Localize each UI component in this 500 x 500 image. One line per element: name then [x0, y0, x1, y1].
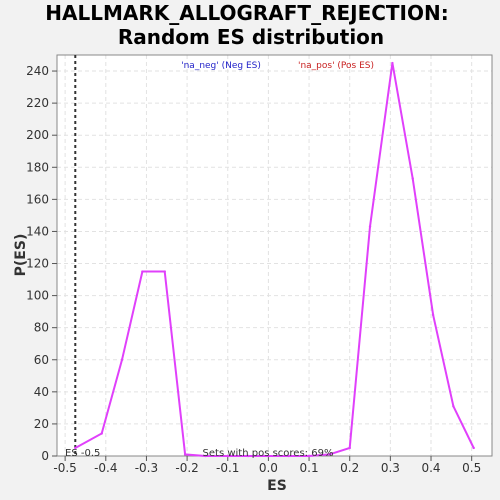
chart-subtitle: Random ES distribution: [118, 25, 384, 49]
y-tick-label: 180: [26, 160, 49, 174]
chart-title: HALLMARK_ALLOGRAFT_REJECTION:: [45, 1, 449, 25]
series-points: [74, 61, 475, 458]
data-point: [226, 454, 229, 458]
data-point: [307, 454, 311, 458]
data-point: [368, 225, 372, 228]
pos-scores-annotation: Sets with pos scores: 69%: [203, 448, 334, 459]
y-tick-label: 40: [34, 385, 49, 399]
data-point: [431, 313, 435, 317]
x-tick-label: 0.2: [340, 461, 359, 475]
data-point: [163, 270, 166, 273]
x-tick-label: -0.5: [53, 461, 76, 475]
data-point: [267, 454, 270, 458]
grid: [57, 55, 492, 457]
x-tick-label: -0.3: [135, 461, 158, 475]
data-point: [100, 432, 103, 435]
data-point: [204, 454, 207, 458]
y-tick-label: 0: [41, 449, 49, 463]
legend-neg: 'na_neg' (Neg ES): [181, 61, 261, 71]
data-point: [120, 358, 124, 361]
plot-area: [57, 55, 492, 456]
y-tick-label: 220: [26, 96, 49, 110]
x-tick-label: -0.4: [94, 461, 117, 475]
x-tick-label: 0.0: [259, 461, 278, 475]
data-point: [348, 446, 351, 450]
data-point: [472, 446, 475, 450]
series-line: [74, 62, 475, 457]
y-tick-label: 160: [26, 192, 49, 206]
y-tick-label: 120: [26, 257, 49, 271]
x-tick-label: 0.3: [381, 461, 400, 475]
data-point: [452, 405, 455, 408]
y-tick-label: 20: [34, 417, 49, 431]
y-tick-label: 80: [34, 321, 49, 335]
x-tick-label: 0.5: [462, 461, 481, 475]
axis-ticks: -0.5 -0.4 -0.3 -0.2 -0.1 0.0 0.1 0.2 0.3 0.4 0.5 0 2…: [26, 64, 481, 475]
data-point: [328, 453, 331, 456]
x-tick-label: 0.4: [421, 461, 440, 475]
y-tick-label: 60: [34, 353, 49, 367]
es-vline-label: ES -0.5: [65, 448, 100, 459]
x-tick-label: -0.2: [175, 461, 198, 475]
y-tick-label: 240: [26, 64, 49, 78]
data-point: [287, 454, 290, 458]
y-axis-label: P(ES): [13, 234, 29, 277]
data-point: [411, 177, 414, 180]
data-point: [246, 454, 250, 458]
data-point: [141, 270, 144, 273]
y-tick-label: 200: [26, 128, 49, 142]
data-point: [183, 453, 187, 456]
y-tick-label: 100: [26, 289, 49, 303]
data-point: [391, 61, 394, 65]
y-tick-label: 140: [26, 224, 49, 238]
x-axis-label: ES: [267, 478, 287, 494]
x-tick-label: 0.1: [300, 461, 319, 475]
x-tick-label: -0.1: [216, 461, 239, 475]
data-point: [74, 446, 77, 450]
legend-pos: 'na_pos' (Pos ES): [298, 61, 374, 71]
